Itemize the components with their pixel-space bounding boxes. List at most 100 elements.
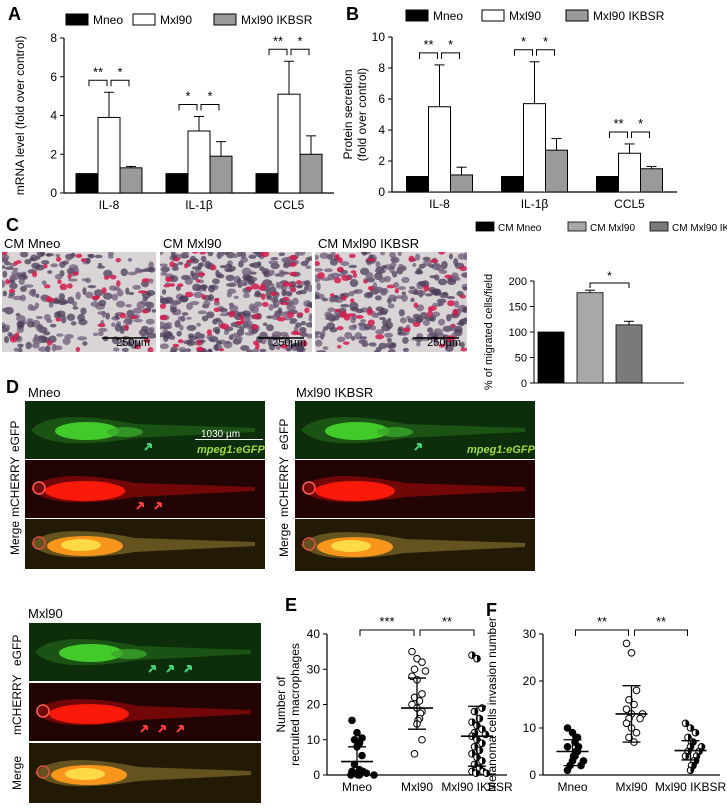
cell <box>327 307 336 312</box>
cell <box>407 317 416 324</box>
migrated-cell <box>169 261 175 268</box>
cell <box>389 266 395 274</box>
data-point-fill <box>482 757 486 765</box>
cell <box>412 262 417 268</box>
cell <box>278 269 285 278</box>
bar <box>576 292 604 384</box>
data-point <box>622 639 631 648</box>
cell <box>43 313 52 321</box>
migrated-cell <box>57 279 62 285</box>
cell <box>267 338 273 347</box>
y-tick-label: 6 <box>378 92 385 106</box>
cell <box>305 322 312 328</box>
cell <box>72 306 79 310</box>
fish-egfp-mxl90-ikbsr: mpeg1:eGFP <box>294 400 536 460</box>
cell <box>399 317 407 324</box>
sig-bracket <box>178 103 198 111</box>
cell <box>193 291 203 299</box>
bar <box>165 173 189 194</box>
migrated-cell <box>288 254 298 261</box>
cell <box>298 327 306 333</box>
cell <box>236 329 243 333</box>
cell <box>402 336 409 344</box>
cell <box>50 263 59 268</box>
bar <box>209 155 233 194</box>
migrated-cell <box>447 300 455 307</box>
row-label-mcherry: mCHERRY <box>10 674 24 735</box>
fish-gfp-signal <box>111 649 147 659</box>
fish-eye <box>36 704 50 718</box>
cell <box>160 343 169 350</box>
cell <box>219 307 228 313</box>
cell <box>417 280 427 287</box>
migrated-cell <box>282 281 290 287</box>
cell <box>241 267 252 276</box>
data-point-fill <box>479 747 483 754</box>
migrated-cell <box>336 326 344 331</box>
fish-eye <box>302 481 316 495</box>
legend-label: CM Mneo <box>498 223 542 234</box>
cell <box>192 283 201 292</box>
bar <box>299 153 323 194</box>
cell <box>162 328 168 335</box>
cell <box>225 268 234 273</box>
bar <box>596 176 619 193</box>
cell <box>133 318 143 323</box>
sig-star: * <box>185 88 190 103</box>
cell <box>413 288 419 296</box>
y-tick-label: 20 <box>523 674 537 688</box>
migrated-cell <box>287 311 295 319</box>
cell <box>133 339 139 346</box>
cell <box>268 260 279 265</box>
fish-scalebar-label: 1030 µm <box>201 429 241 440</box>
micro-title-2: CM Mxl90 <box>163 236 222 251</box>
cell <box>422 259 432 267</box>
cell <box>389 252 397 259</box>
fish-merge-signal <box>61 539 101 551</box>
cell <box>186 316 192 320</box>
sig-bracket <box>110 79 130 87</box>
migrated-cell <box>343 341 350 345</box>
cell <box>3 336 10 344</box>
legend-swatch <box>132 13 156 26</box>
cell <box>23 284 34 288</box>
cell <box>229 305 239 312</box>
cell <box>47 270 53 274</box>
migrated-cell <box>142 309 149 314</box>
cell <box>190 301 200 306</box>
data-point <box>630 700 638 709</box>
cell <box>327 273 335 281</box>
migrated-cell <box>459 294 466 299</box>
scale-label: 250µm <box>116 337 150 349</box>
migrated-cell <box>75 346 81 352</box>
cell <box>201 315 209 322</box>
cell <box>136 301 146 310</box>
cell <box>102 292 113 300</box>
cell <box>429 275 437 279</box>
cell <box>54 273 63 280</box>
y-tick-label: 10 <box>523 721 537 735</box>
data-point <box>563 766 572 775</box>
cell <box>378 342 388 349</box>
cell <box>160 271 168 276</box>
cell <box>462 286 467 291</box>
migrated-cell <box>9 335 18 343</box>
cell <box>67 296 75 304</box>
cell <box>12 295 23 301</box>
bar <box>545 149 568 193</box>
cell <box>20 252 29 258</box>
sig-star: * <box>607 269 612 283</box>
migrated-cell <box>394 287 399 294</box>
migrated-cell <box>197 272 206 277</box>
cell <box>168 335 175 341</box>
migrated-cell <box>329 293 335 298</box>
cell <box>275 342 282 350</box>
arrow-icon <box>154 502 162 510</box>
sig-bracket <box>575 629 629 636</box>
row-label-merge: Merge <box>277 522 291 557</box>
fish-merge-mneo <box>24 518 266 570</box>
sig-star: ** <box>613 116 623 131</box>
legend-label: Mneo <box>93 13 123 27</box>
cell <box>26 321 35 328</box>
cell <box>90 301 100 307</box>
